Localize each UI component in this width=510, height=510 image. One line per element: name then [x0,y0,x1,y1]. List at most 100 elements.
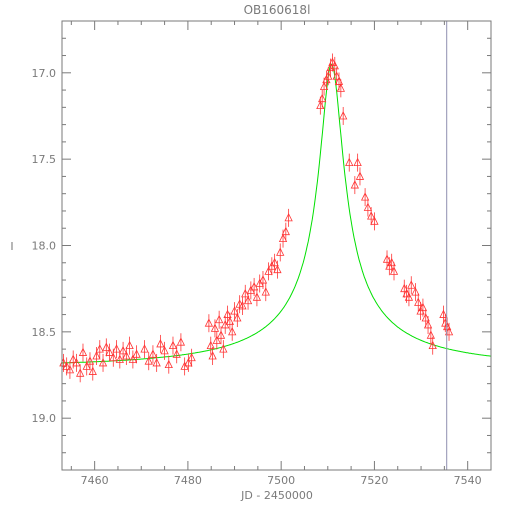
data-point [144,352,153,371]
data-point [318,89,327,108]
triangle-marker [360,192,370,201]
data-point [176,333,186,352]
triangle-marker [339,111,348,120]
triangle-marker [418,302,428,312]
triangle-marker [219,344,228,353]
triangle-marker [355,171,365,180]
chart-title: OB160618l [244,3,311,17]
data-point [355,167,365,186]
data-point [281,222,290,241]
data-point [276,243,285,262]
data-point [330,56,339,75]
triangle-marker [85,356,95,365]
y-tick-label: 17.5 [32,153,57,166]
triangle-marker [328,57,337,66]
triangle-marker [62,361,71,370]
data-point [225,312,235,331]
y-tick-label: 19.0 [32,412,57,425]
x-tick-label: 7480 [174,474,202,487]
data-point [382,250,392,269]
triangle-marker [65,364,75,374]
data-point [428,336,437,355]
data-point [402,284,411,303]
data-point [414,293,423,312]
triangle-marker [439,309,448,318]
triangle-marker [109,352,118,362]
data-point [164,355,173,374]
triangle-marker [284,212,293,222]
triangle-marker [238,301,247,310]
triangle-marker [212,335,221,344]
triangle-marker [404,292,414,301]
triangle-marker [367,211,376,220]
triangle-marker [122,351,131,360]
data-point [418,298,428,317]
y-tick-label: 17.0 [32,67,57,80]
data-point [444,322,454,341]
triangle-marker [330,61,339,70]
triangle-marker [426,330,435,339]
triangle-marker [230,306,239,315]
data-point [219,340,228,359]
data-point [252,288,262,307]
triangle-marker [88,366,97,375]
data-point [98,353,108,372]
data-point [105,343,114,362]
triangle-marker [223,309,232,318]
data-point [284,208,293,227]
triangle-marker [414,297,423,306]
triangle-marker [208,351,217,360]
data-point [258,271,268,290]
triangle-marker [421,313,430,322]
data-point [233,309,242,328]
data-point [243,291,253,310]
data-point [370,212,379,231]
triangle-marker [281,226,290,236]
triangle-marker [444,326,454,336]
triangle-marker [140,344,149,353]
y-tick-label: 18.0 [32,240,57,253]
data-point [160,341,169,360]
triangle-marker [270,257,279,267]
triangle-marker [225,316,235,325]
data-point [230,302,239,321]
data-point [270,253,279,272]
data-point [350,176,359,195]
data-point [210,319,220,338]
data-point [238,296,247,315]
triangle-marker [187,352,196,362]
triangle-marker [216,330,226,339]
triangle-marker [128,354,138,363]
triangle-marker [76,368,85,377]
data-point [360,188,370,207]
triangle-marker [428,340,437,350]
triangle-marker [102,342,111,351]
y-tick-label: 18.5 [32,326,57,339]
plot-frame [61,20,492,471]
data-point [85,352,95,371]
triangle-marker [353,157,362,167]
triangle-marker [152,358,161,367]
data-point [148,345,158,364]
triangle-marker [160,345,169,355]
data-point [180,357,189,376]
triangle-marker [276,247,285,256]
data-point [353,153,362,172]
triangle-marker [332,71,341,80]
triangle-marker [423,320,433,329]
x-axis-label: JD - 2450000 [240,489,313,502]
data-point [345,153,354,172]
data-point [228,322,237,341]
triangle-marker [112,344,121,353]
triangle-marker [168,340,178,350]
data-point [65,360,75,379]
triangle-marker [206,340,215,350]
triangle-marker [243,295,253,305]
triangle-marker [204,318,214,327]
data-point [112,340,121,359]
triangle-marker [98,358,108,367]
x-tick-label: 7540 [454,474,482,487]
triangle-marker [214,314,224,324]
data-point [140,340,149,359]
